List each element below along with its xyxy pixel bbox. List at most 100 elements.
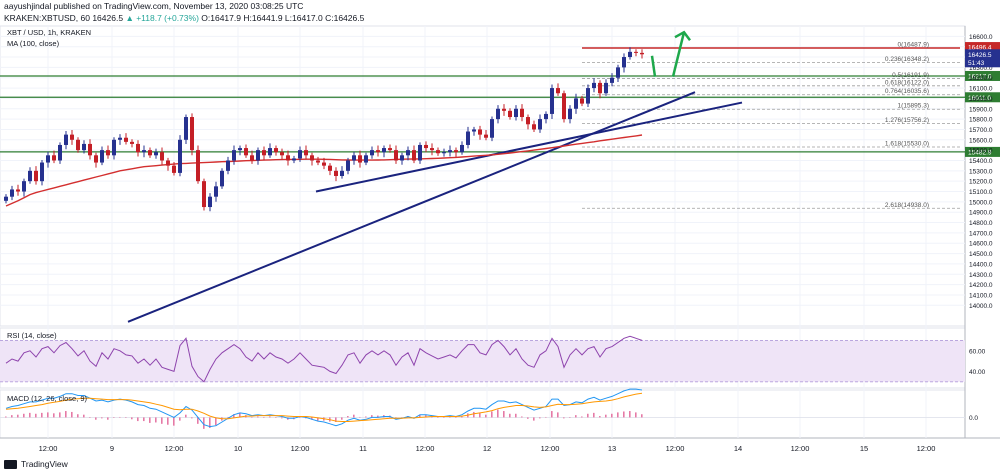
bear-candle	[172, 165, 176, 173]
macd-hist-bar	[479, 412, 481, 418]
macd-legend[interactable]: MACD (12, 26, close, 9)	[7, 394, 88, 403]
bull-candle	[574, 98, 578, 109]
rsi-band	[0, 340, 965, 382]
macd-hist-bar	[587, 413, 589, 418]
macd-hist-bar	[455, 417, 457, 418]
bull-candle	[538, 119, 542, 130]
macd-hist-bar	[53, 413, 55, 418]
bull-candle	[490, 119, 494, 138]
macd-hist-bar	[5, 416, 7, 418]
x-tick-label: 12:00	[39, 444, 58, 453]
macd-hist-bar	[41, 412, 43, 418]
macd-hist-bar	[299, 417, 301, 418]
bear-candle	[136, 143, 140, 153]
fib-label: 1.276(15756.2)	[885, 117, 929, 124]
x-tick-label: 12:00	[917, 444, 936, 453]
bull-candle	[82, 143, 86, 151]
macd-hist-bar	[125, 417, 127, 418]
up-arrowhead-icon	[674, 30, 691, 41]
bull-candle	[496, 108, 500, 120]
macd-hist-bar	[623, 411, 625, 418]
macd-line	[5, 388, 643, 428]
bull-candle	[40, 162, 44, 182]
macd-hist-bar	[83, 414, 85, 418]
tradingview-logo-icon	[4, 459, 17, 469]
macd-hist-bar	[11, 415, 13, 418]
macd-hist-bar	[239, 413, 241, 418]
y-tick-label: 15900.0	[969, 106, 993, 113]
bear-candle	[508, 110, 512, 118]
level-badge	[965, 146, 1000, 157]
macd-hist-bar	[443, 417, 445, 418]
rsi-tick-label: 60.00	[969, 348, 986, 355]
bull-candle	[100, 150, 104, 163]
tradingview-brand[interactable]: TradingView	[4, 459, 68, 469]
x-tick-label: 12:00	[416, 444, 435, 453]
y-tick-label: 15800.0	[969, 117, 993, 124]
level-badge-label: 15482.9	[968, 149, 992, 156]
trendline-1	[127, 91, 696, 323]
macd-hist-bar	[599, 416, 601, 418]
bull-candle	[178, 139, 182, 173]
bull-candle	[46, 155, 50, 163]
y-tick-label: 16200.0	[969, 75, 993, 82]
rsi-legend[interactable]: RSI (14, close)	[7, 331, 57, 340]
bear-candle	[196, 150, 200, 182]
bear-candle	[52, 155, 56, 161]
x-tick-label: 13	[608, 444, 616, 453]
bull-candle	[616, 67, 620, 78]
bear-candle	[454, 150, 458, 153]
ma-legend[interactable]: MA (100, close)	[7, 39, 60, 48]
bear-candle	[70, 134, 74, 140]
macd-hist-bar	[185, 414, 187, 418]
bull-candle	[604, 82, 608, 94]
macd-hist-bar	[179, 417, 181, 421]
bull-candle	[220, 170, 224, 187]
macd-hist-bar	[17, 414, 19, 418]
bear-candle	[130, 141, 134, 144]
bear-candle	[286, 155, 290, 161]
macd-pane	[0, 388, 965, 429]
macd-hist-bar	[353, 414, 355, 418]
macd-hist-bar	[401, 417, 403, 418]
macd-hist-bar	[137, 417, 139, 422]
y-tick-label: 15300.0	[969, 168, 993, 175]
symbol-legend[interactable]: XBT / USD, 1h, KRAKEN	[7, 28, 92, 37]
y-tick-label: 15000.0	[969, 199, 993, 206]
rsi-pane	[0, 335, 965, 383]
macd-hist-bar	[551, 411, 553, 418]
countdown-label: 51:43	[968, 60, 985, 67]
price-axis: 14000.0 14100.0 14200.0 14300.0 14400.0 14500…	[965, 34, 1000, 422]
macd-hist-bar	[269, 416, 271, 418]
fib-label: 0.236(16348.2)	[885, 56, 929, 63]
macd-hist-bar	[503, 411, 505, 418]
macd-hist-bar	[371, 415, 373, 418]
trendline-2	[315, 101, 743, 193]
macd-hist-bar	[461, 416, 463, 418]
bear-candle	[436, 150, 440, 154]
macd-hist-bar	[143, 417, 145, 422]
y-tick-label: 15200.0	[969, 179, 993, 186]
bull-candle	[370, 150, 374, 156]
level-badge	[965, 70, 1000, 81]
bull-candle	[592, 82, 596, 89]
bear-candle	[262, 150, 266, 156]
bear-candle	[562, 93, 566, 120]
macd-hist-bar	[155, 417, 157, 423]
y-tick-label: 14900.0	[969, 210, 993, 217]
ohlc-info: KRAKEN:XBTUSD, 60 16426.5 ▲ +118.7 (+0.7…	[4, 13, 365, 23]
macd-hist-bar	[491, 411, 493, 418]
bear-candle	[160, 152, 164, 161]
macd-hist-bar	[311, 417, 313, 420]
bear-candle	[640, 52, 644, 55]
x-tick-label: 12:00	[165, 444, 184, 453]
x-tick-label: 9	[110, 444, 114, 453]
projection-arrows	[650, 30, 691, 77]
bear-candle	[190, 117, 194, 151]
y-tick-label: 16000.0	[969, 96, 993, 103]
bull-candle	[544, 113, 548, 120]
up-arrow	[671, 31, 686, 77]
macd-hist-bar	[149, 417, 151, 423]
bull-candle	[154, 152, 158, 156]
